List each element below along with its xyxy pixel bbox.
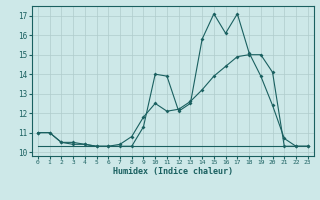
X-axis label: Humidex (Indice chaleur): Humidex (Indice chaleur): [113, 167, 233, 176]
